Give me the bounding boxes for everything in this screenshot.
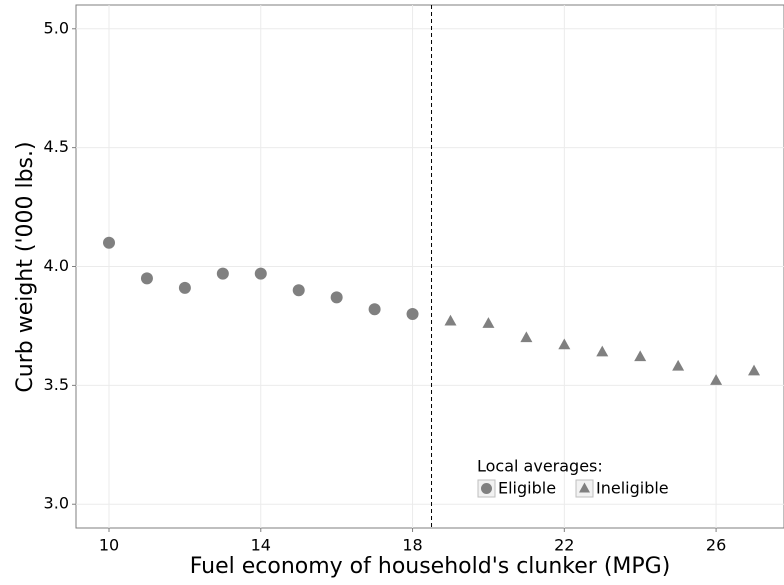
- y-axis-title: Curb weight ('000 lbs.): [13, 141, 38, 392]
- x-tick-label: 22: [554, 536, 574, 555]
- triangle-point: [444, 314, 457, 326]
- triangle-point: [520, 331, 533, 343]
- triangle-point: [482, 317, 495, 328]
- triangle-point: [748, 364, 761, 376]
- legend: Local averages: Eligible Ineligible: [477, 457, 669, 498]
- circle-point: [292, 284, 305, 297]
- x-tick-label: 18: [402, 536, 422, 555]
- y-tick-label: 5.0: [44, 18, 69, 37]
- circle-point: [178, 281, 191, 294]
- circle-point: [368, 303, 381, 316]
- y-tick-label: 3.0: [44, 494, 69, 513]
- legend-label: Eligible: [498, 479, 556, 498]
- legend-label: Ineligible: [596, 479, 669, 498]
- triangle-point: [558, 338, 571, 350]
- circle-point: [481, 483, 492, 494]
- circle-point: [254, 267, 267, 280]
- triangle-point: [596, 345, 609, 357]
- x-axis-title: Fuel economy of household's clunker (MPG…: [190, 554, 671, 579]
- triangle-point: [634, 350, 647, 362]
- x-tick-label: 10: [99, 536, 119, 555]
- legend-title: Local averages:: [477, 457, 603, 476]
- circle-point: [140, 272, 153, 285]
- triangle-point: [710, 374, 723, 385]
- x-tick-label: 26: [706, 536, 726, 555]
- y-tick-label: 3.5: [44, 375, 69, 394]
- x-tick-label: 14: [251, 536, 271, 555]
- triangle-point: [579, 482, 590, 493]
- circle-point: [406, 308, 419, 321]
- circle-point: [330, 291, 343, 304]
- y-tick-label: 4.5: [44, 137, 69, 156]
- y-tick-label: 4.0: [44, 256, 69, 275]
- circle-point: [103, 236, 116, 249]
- triangle-point: [672, 359, 685, 371]
- circle-point: [216, 267, 229, 280]
